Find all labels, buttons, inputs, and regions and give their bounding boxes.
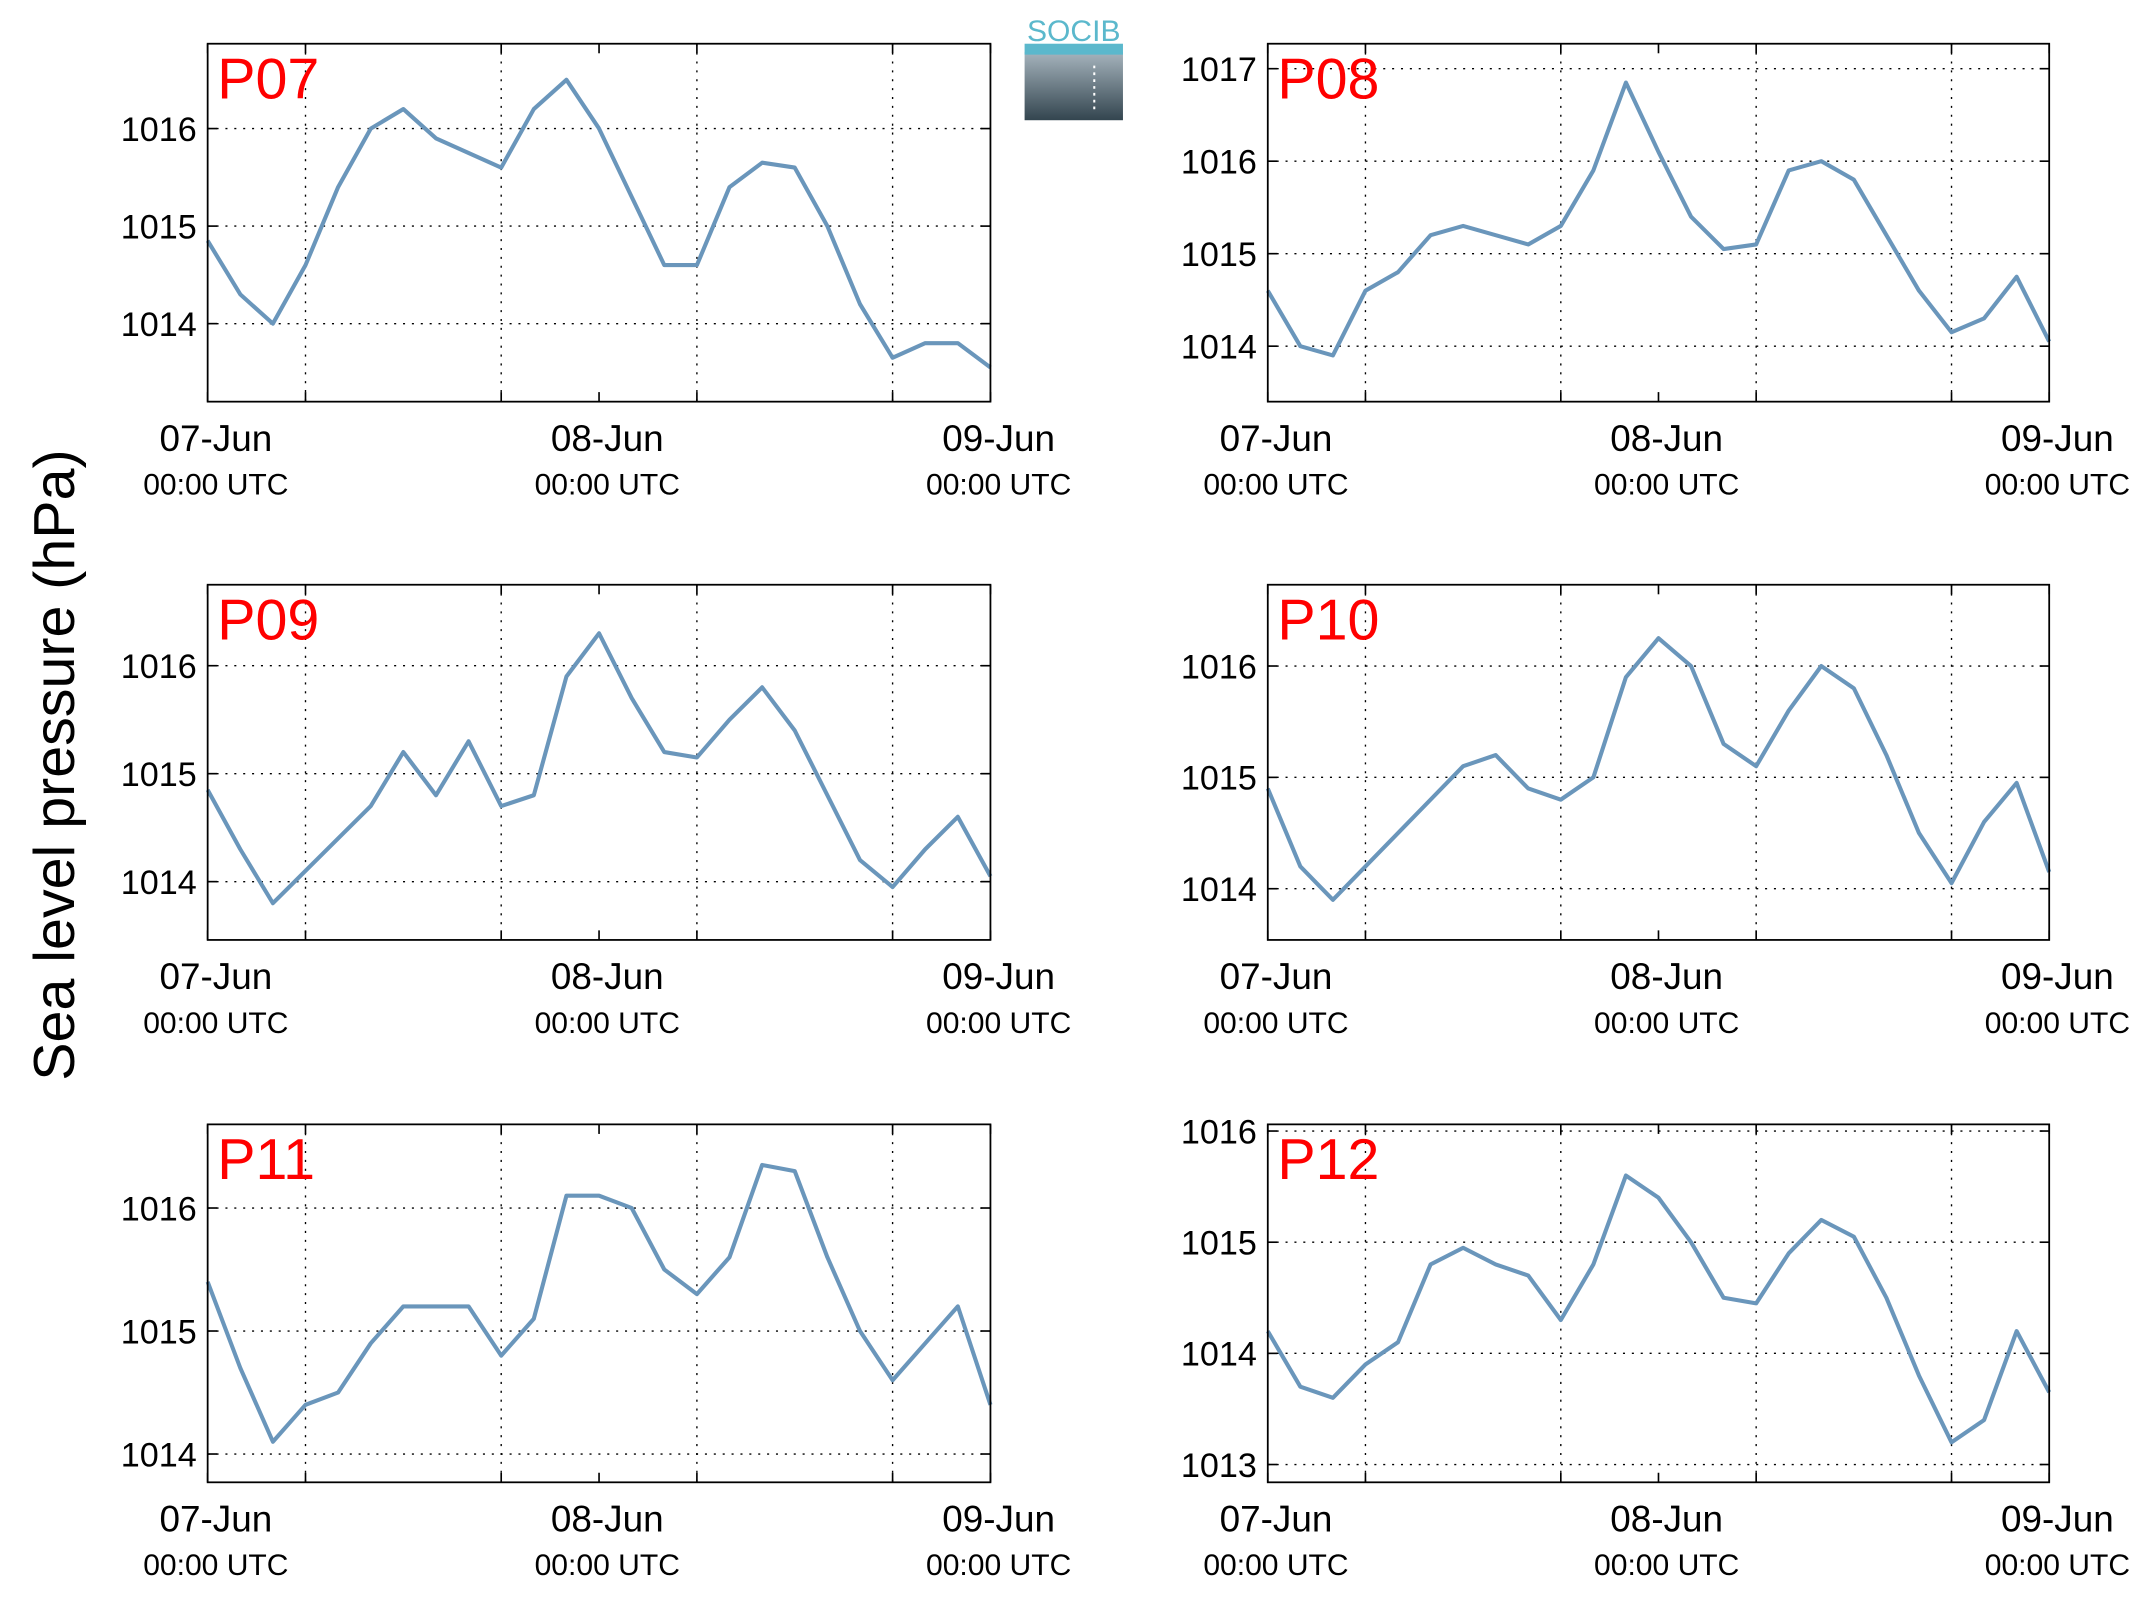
x-tick-label: 08-Jun xyxy=(1610,1498,1723,1539)
panel-title: P11 xyxy=(217,1128,315,1192)
x-tick-sublabel: 00:00 UTC xyxy=(143,1549,288,1582)
x-tick-label: 08-Jun xyxy=(1610,956,1723,997)
panel-title: P12 xyxy=(1277,1128,1379,1192)
x-tick-sublabel: 00:00 UTC xyxy=(1594,1549,1739,1582)
x-tick-label: 08-Jun xyxy=(551,956,664,997)
y-tick-label: 1015 xyxy=(1181,236,1257,274)
plot-frame xyxy=(206,583,992,941)
data-line xyxy=(205,77,992,370)
y-axis-label: Sea level pressure (hPa) xyxy=(23,449,87,1080)
plot-area xyxy=(1267,584,2050,940)
data-line xyxy=(205,1162,993,1444)
x-tick-label: 09-Jun xyxy=(942,418,1055,459)
x-tick-label: 09-Jun xyxy=(2001,418,2114,459)
plot-area xyxy=(1267,1124,2050,1483)
x-tick-sublabel: 00:00 UTC xyxy=(1203,1549,1348,1582)
x-tick-sublabel: 00:00 UTC xyxy=(1985,1549,2130,1582)
y-tick-label: 1015 xyxy=(121,756,197,794)
plot-area xyxy=(207,584,991,940)
logo: SOCIB xyxy=(1024,15,1123,121)
x-tick-sublabel: 00:00 UTC xyxy=(926,469,1071,502)
y-tick-label: 1015 xyxy=(121,1313,197,1351)
plot-frame xyxy=(1266,1123,2051,1484)
y-tick-label: 1014 xyxy=(121,1436,197,1474)
y-tick-label: 1014 xyxy=(121,864,197,902)
x-tick-label: 09-Jun xyxy=(942,956,1055,997)
x-tick-sublabel: 00:00 UTC xyxy=(1985,1007,2130,1040)
logo-band xyxy=(1024,43,1123,55)
x-tick-sublabel: 00:00 UTC xyxy=(535,469,680,502)
y-tick-label: 1014 xyxy=(1181,1336,1257,1374)
data-line xyxy=(205,631,993,906)
x-tick-label: 07-Jun xyxy=(159,1498,272,1539)
x-tick-sublabel: 00:00 UTC xyxy=(1594,1007,1739,1040)
x-tick-label: 09-Jun xyxy=(2001,956,2114,997)
x-tick-label: 09-Jun xyxy=(2001,1498,2114,1539)
x-tick-sublabel: 00:00 UTC xyxy=(143,469,288,502)
y-tick-label: 1014 xyxy=(1181,871,1257,909)
panel-title: P10 xyxy=(1277,588,1379,652)
x-tick-sublabel: 00:00 UTC xyxy=(1203,469,1348,502)
y-tick-label: 1015 xyxy=(1181,760,1257,798)
x-tick-label: 07-Jun xyxy=(1220,956,1333,997)
x-tick-sublabel: 00:00 UTC xyxy=(1985,469,2130,502)
y-tick-label: 1016 xyxy=(1181,1113,1257,1151)
data-line xyxy=(1265,636,2052,902)
y-tick-label: 1016 xyxy=(121,648,197,686)
x-tick-sublabel: 00:00 UTC xyxy=(926,1549,1071,1582)
y-tick-label: 1016 xyxy=(121,1190,197,1228)
plot-frame xyxy=(206,42,992,403)
x-tick-label: 08-Jun xyxy=(551,1498,664,1539)
x-tick-label: 09-Jun xyxy=(942,1498,1055,1539)
plot-frame xyxy=(206,1123,992,1484)
y-tick-label: 1013 xyxy=(1181,1447,1257,1485)
x-tick-sublabel: 00:00 UTC xyxy=(1594,469,1739,502)
logo-box xyxy=(1024,51,1123,121)
x-tick-sublabel: 00:00 UTC xyxy=(535,1007,680,1040)
y-tick-label: 1016 xyxy=(121,111,197,149)
x-tick-sublabel: 00:00 UTC xyxy=(1203,1007,1348,1040)
logo-text: SOCIB xyxy=(1027,15,1121,48)
panel-title: P08 xyxy=(1277,47,1379,111)
y-tick-label: 1016 xyxy=(1181,648,1257,686)
plot-area xyxy=(207,43,991,402)
plot-area xyxy=(207,1124,991,1483)
panel-title: P07 xyxy=(217,47,319,111)
x-tick-label: 07-Jun xyxy=(159,418,272,459)
y-tick-label: 1016 xyxy=(1181,143,1257,181)
x-tick-label: 07-Jun xyxy=(1220,418,1333,459)
x-tick-sublabel: 00:00 UTC xyxy=(535,1549,680,1582)
plot-frame xyxy=(1266,583,2051,941)
y-tick-label: 1015 xyxy=(121,208,197,246)
plot-frame xyxy=(1266,42,2051,403)
panel-title: P09 xyxy=(217,588,319,652)
x-tick-label: 07-Jun xyxy=(159,956,272,997)
y-tick-label: 1015 xyxy=(1181,1224,1257,1262)
y-tick-label: 1014 xyxy=(121,306,197,344)
data-line xyxy=(1266,1173,2052,1445)
x-tick-sublabel: 00:00 UTC xyxy=(926,1007,1071,1040)
data-line xyxy=(1266,80,2052,358)
x-tick-label: 07-Jun xyxy=(1220,1498,1333,1539)
x-tick-sublabel: 00:00 UTC xyxy=(143,1007,288,1040)
x-tick-label: 08-Jun xyxy=(551,418,664,459)
x-tick-label: 08-Jun xyxy=(1610,418,1723,459)
y-tick-label: 1017 xyxy=(1181,51,1257,89)
plot-area xyxy=(1267,43,2050,402)
y-tick-label: 1014 xyxy=(1181,328,1257,366)
